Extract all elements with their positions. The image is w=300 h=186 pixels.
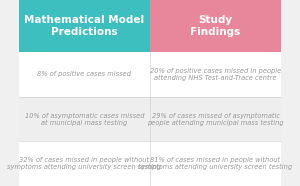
Text: 32% of cases missed in people without
symptoms attending university screen testi: 32% of cases missed in people without sy… <box>8 157 161 170</box>
Text: 8% of positive cases missed: 8% of positive cases missed <box>38 71 131 77</box>
Text: Study
Findings: Study Findings <box>190 15 241 37</box>
Bar <box>150 0 281 52</box>
Bar <box>19 52 281 97</box>
Bar <box>19 0 150 52</box>
Text: 81% of cases missed in people without
symptoms attending university screen testi: 81% of cases missed in people without sy… <box>139 157 292 170</box>
Bar <box>19 141 281 186</box>
Bar <box>19 97 281 141</box>
Text: 20% of positive cases missed in people
attending NHS Test-and-Trace centre: 20% of positive cases missed in people a… <box>150 68 281 81</box>
Text: 10% of asymptomatic cases missed
at municipal mass testing: 10% of asymptomatic cases missed at muni… <box>25 112 144 126</box>
Text: Mathematical Model
Predictions: Mathematical Model Predictions <box>24 15 145 37</box>
Text: 29% of cases missed of asymptomatic
people attending municipal mass testing: 29% of cases missed of asymptomatic peop… <box>147 112 284 126</box>
